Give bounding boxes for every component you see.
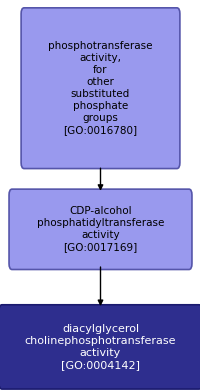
Text: phosphotransferase
activity,
for
other
substituted
phosphate
groups
[GO:0016780]: phosphotransferase activity, for other s… (48, 41, 152, 135)
FancyBboxPatch shape (0, 305, 200, 389)
FancyBboxPatch shape (9, 189, 191, 270)
Text: CDP-alcohol
phosphatidyltransferase
activity
[GO:0017169]: CDP-alcohol phosphatidyltransferase acti… (37, 206, 163, 252)
FancyBboxPatch shape (21, 8, 179, 169)
Text: diacylglycerol
cholinephosphotransferase
activity
[GO:0004142]: diacylglycerol cholinephosphotransferase… (25, 324, 175, 370)
